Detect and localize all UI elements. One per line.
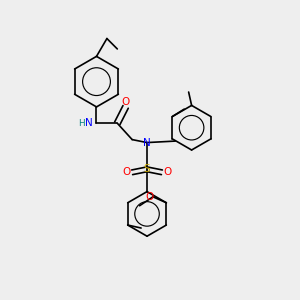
Text: S: S [144, 164, 150, 174]
Text: O: O [145, 192, 154, 202]
Text: O: O [122, 167, 130, 177]
Text: H: H [78, 119, 84, 128]
Text: N: N [85, 118, 93, 128]
Text: O: O [122, 98, 130, 107]
Text: O: O [164, 167, 172, 177]
Text: N: N [143, 138, 151, 148]
